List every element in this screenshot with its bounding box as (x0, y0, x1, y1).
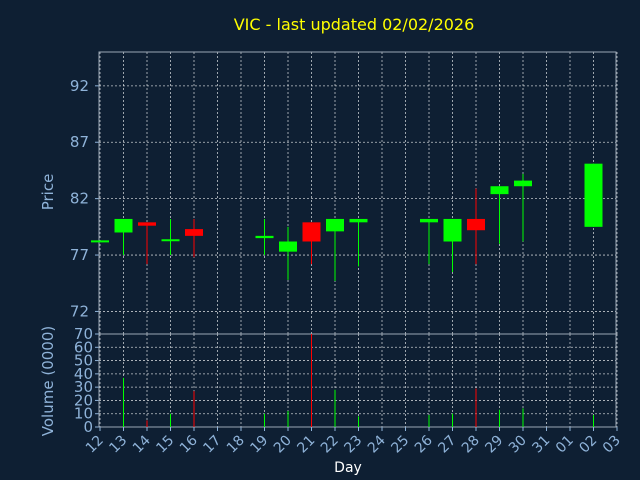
x-tick-label: 26 (412, 432, 436, 456)
price-axis-label: Price (39, 174, 57, 211)
x-tick-label: 03 (600, 433, 624, 457)
x-tick-label: 18 (224, 433, 248, 457)
x-tick-label: 14 (130, 432, 154, 456)
volume-tick-label: 20 (74, 391, 93, 409)
candle-body (255, 235, 274, 239)
candle-body (185, 229, 203, 236)
candle-body (467, 218, 485, 231)
x-tick-label: 01 (553, 433, 577, 457)
volume-axis-label: Volume (0000) (39, 326, 57, 436)
x-tick-label: 19 (247, 433, 271, 457)
x-tick-label: 21 (294, 433, 318, 457)
candle-body (420, 218, 438, 223)
candle-body (302, 222, 321, 242)
x-tick-label: 13 (106, 433, 130, 457)
x-tick-label: 25 (388, 433, 412, 457)
candle-body (326, 218, 344, 232)
candle-body (443, 218, 462, 242)
candle-body (91, 240, 109, 243)
chart-title: VIC - last updated 02/02/2026 (234, 15, 475, 34)
candle-body (514, 180, 532, 187)
volume-tick-label: 50 (74, 352, 93, 370)
price-panel-frame (98, 51, 617, 335)
candle-body (161, 239, 180, 242)
price-tick-label: 72 (70, 302, 89, 320)
volume-tick-label: 70 (74, 325, 93, 343)
price-panel: 72 77 82 87 92 (70, 51, 618, 335)
x-tick-label: 15 (153, 433, 177, 457)
x-tick-label: 17 (200, 433, 224, 457)
price-tick-label: 92 (70, 77, 89, 95)
x-tick-label: 20 (271, 433, 295, 457)
price-tick-label: 82 (70, 190, 89, 208)
candle-body (279, 241, 297, 252)
x-tick-label: 29 (482, 433, 506, 457)
x-axis-label: Day (334, 460, 362, 476)
x-tick-label: 28 (459, 433, 483, 457)
x-tick-label: 22 (318, 433, 342, 457)
volume-tick-label: 40 (74, 365, 93, 383)
candle-body (138, 222, 156, 226)
x-tick-label: 12 (83, 433, 107, 457)
x-tick-label: 02 (576, 433, 600, 457)
x-tick-label: 27 (435, 433, 459, 457)
price-tick-label: 77 (70, 246, 89, 264)
x-tick-label: 16 (177, 432, 201, 456)
volume-tick-label: 30 (74, 378, 93, 396)
x-tick-label: 31 (529, 433, 553, 457)
candle-body (114, 218, 133, 233)
candle-body (490, 186, 509, 195)
x-tick-label: 24 (365, 432, 389, 456)
x-axis: 12 13 14 15 16 17 18 19 20 21 22 23 24 25 26 27 28 29 30 31… (83, 427, 624, 456)
candle-body (349, 218, 368, 223)
volume-panel-frame (98, 333, 617, 428)
x-tick-label: 30 (506, 433, 530, 457)
candle-body (584, 163, 603, 227)
volume-tick-label: 0 (83, 418, 93, 436)
x-tick-label: 23 (341, 433, 365, 457)
volume-tick-label: 10 (74, 405, 93, 423)
price-tick-label: 87 (70, 133, 89, 151)
volume-tick-label: 60 (74, 338, 93, 356)
